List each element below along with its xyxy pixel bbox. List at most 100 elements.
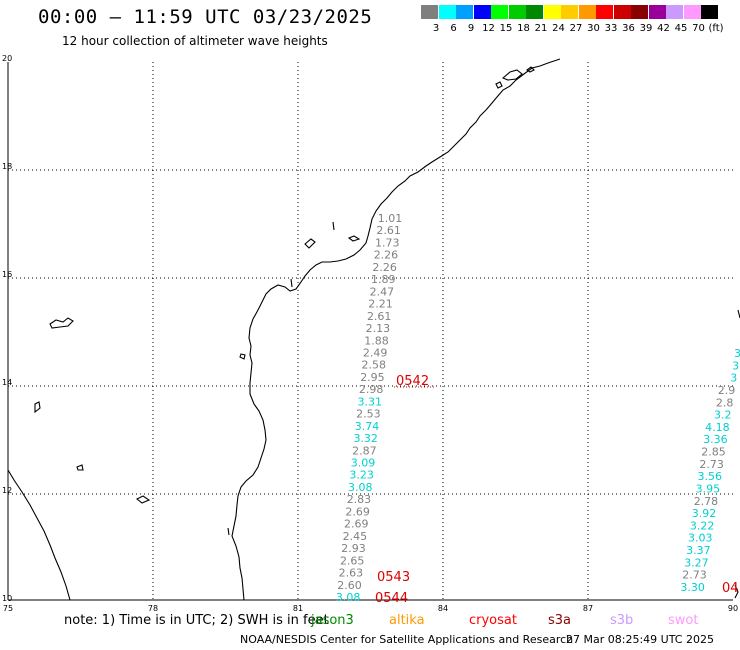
latitude-label: 16: [2, 270, 12, 279]
longitude-label: 81: [293, 604, 303, 613]
wave-height-value: 2.26: [374, 249, 399, 262]
wave-height-value: 2.26: [372, 261, 397, 274]
wave-height-value: 3: [732, 359, 739, 372]
satellite-legend-item: s3a: [548, 613, 572, 628]
legend-label: 24: [552, 23, 565, 34]
wave-height-value: 4.18: [705, 421, 730, 434]
coast-island: [76, 464, 84, 471]
pass-time-label: 0542: [396, 374, 429, 389]
coast-island: [347, 235, 361, 242]
wave-height-value: 2.73: [699, 458, 724, 471]
longitude-label: 90: [728, 604, 738, 613]
wave-height-value: 2.65: [340, 554, 365, 567]
legend-label: 15: [499, 23, 513, 34]
wave-height-value: 2.73: [682, 569, 707, 582]
wave-height-value: 2.83: [347, 493, 372, 506]
coast-island: [304, 238, 316, 249]
wave-height-value: 3.08: [348, 481, 373, 494]
coast-island: [34, 401, 41, 414]
legend-swatch: [613, 5, 631, 19]
wave-height-value: 2.9: [718, 384, 736, 397]
legend-label: 9: [467, 23, 475, 34]
legend-swatch: [666, 5, 683, 19]
wave-height-value: 3.95: [696, 482, 721, 495]
legend-swatch: [578, 5, 596, 19]
wave-height-value: 3.37: [686, 544, 711, 557]
coast-island: [227, 527, 230, 536]
satellite-track-a: 1.012.611.732.262.261.892.472.212.612.13…: [336, 212, 402, 604]
coast-island: [501, 69, 523, 81]
coast-fragment-right: [734, 584, 739, 599]
south-america-coastline: [7, 469, 71, 601]
satellite-legend-item: altika: [389, 613, 425, 628]
legend-swatch: [701, 5, 718, 19]
legend-swatch: [508, 5, 526, 19]
legend-swatch: [648, 5, 666, 19]
satellite-track-b: 3332.92.83.24.183.362.852.733.563.952.78…: [680, 347, 740, 594]
legend-label: 18: [517, 23, 530, 34]
legend-label: (ft): [708, 23, 724, 34]
wave-height-value: 2.60: [337, 579, 362, 592]
wave-height-value: 1.88: [364, 334, 389, 347]
satellite-legend-item: jason3: [311, 613, 354, 628]
legend-swatch: [543, 5, 561, 19]
legend-swatch: [438, 5, 456, 19]
wave-height-value: 3.03: [688, 532, 713, 545]
wave-height-value: 1.89: [371, 273, 396, 286]
longitude-label: 75: [3, 604, 13, 613]
wave-height-value: 2.61: [376, 224, 401, 237]
wave-height-value: 1.73: [375, 236, 400, 249]
credit-line: NOAA/NESDIS Center for Satellite Applica…: [240, 633, 574, 646]
wave-height-value: 3.23: [349, 469, 374, 482]
wave-height-value: 2.58: [362, 359, 387, 372]
legend-swatch: [421, 5, 438, 19]
wave-height-value: 2.53: [356, 408, 381, 421]
pass-time-labels: 0542 0543 0544 04: [375, 374, 739, 606]
legend-swatch: [631, 5, 648, 19]
legend-label: 6: [450, 23, 457, 34]
wave-height-value: 2.49: [363, 346, 388, 359]
pass-time-label: 04: [722, 581, 739, 596]
coastline: [7, 58, 740, 601]
wave-height-value: 2.69: [345, 505, 370, 518]
wave-height-value: 3: [730, 372, 737, 385]
pass-time-label: 0543: [377, 570, 410, 585]
coast-island: [290, 278, 293, 288]
coast-island: [332, 221, 335, 231]
wave-height-value: 3.22: [690, 519, 715, 532]
coast-island: [239, 353, 246, 360]
legend-swatch: [561, 5, 578, 19]
legend-label: 70: [692, 23, 705, 34]
legend-swatch: [683, 5, 701, 19]
central-america-coastline: [231, 58, 561, 601]
wave-height-value: 2.93: [341, 542, 366, 555]
legend-label: 39: [639, 23, 653, 34]
wave-height-value: 2.13: [366, 322, 391, 335]
wave-height-value: 2.47: [370, 285, 395, 298]
wave-height-value: 3.56: [698, 470, 723, 483]
pass-time-label: 0544: [375, 591, 408, 606]
wave-height-value: 2.98: [359, 383, 384, 396]
chart-subtitle: 12 hour collection of altimeter wave hei…: [62, 34, 328, 48]
latitude-label: 10: [2, 594, 12, 603]
coast-island: [135, 495, 151, 504]
coast-island: [495, 81, 503, 89]
coast-island: [526, 66, 535, 73]
latitude-label: 20: [2, 54, 12, 63]
legend-swatch: [473, 5, 491, 19]
satellite-legend-item: cryosat: [469, 613, 517, 628]
legend-label: 12: [482, 23, 495, 34]
legend-label: 45: [674, 23, 688, 34]
wave-height-value: 2.69: [344, 518, 369, 531]
footer-note: note: 1) Time is in UTC; 2) SWH is in fe…: [64, 613, 329, 628]
wave-height-value: 3: [734, 347, 740, 360]
legend-swatch: [456, 5, 473, 19]
wave-height-value: 3.31: [358, 395, 383, 408]
wave-height-value: 1.01: [378, 212, 403, 225]
wave-height-value: 3.92: [692, 507, 717, 520]
legend-label: 3: [432, 23, 440, 34]
wave-height-value: 3.74: [355, 420, 380, 433]
wave-height-value: 2.45: [343, 530, 368, 543]
legend-label: 36: [622, 23, 635, 34]
